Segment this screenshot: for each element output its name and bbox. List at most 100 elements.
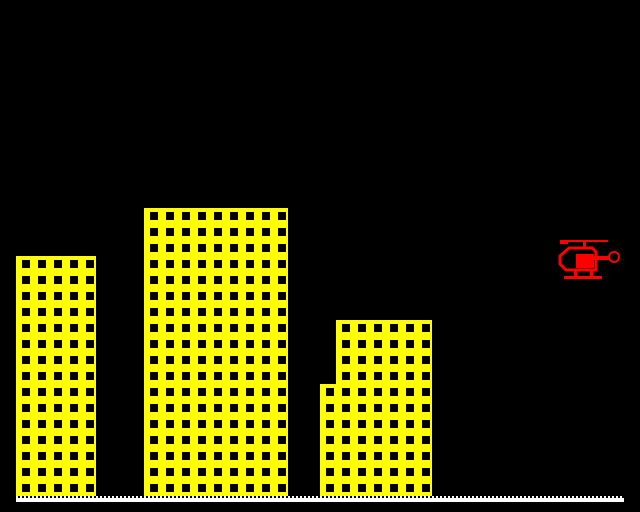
window [166, 228, 174, 236]
window [246, 276, 254, 284]
window [278, 292, 286, 300]
window [422, 388, 430, 396]
helicopter-skid [564, 276, 602, 279]
window [422, 436, 430, 444]
window [38, 436, 46, 444]
window [246, 260, 254, 268]
window [278, 212, 286, 220]
ground-notch [110, 496, 112, 498]
ground-notch [402, 496, 404, 498]
window [326, 404, 334, 412]
window [358, 324, 366, 332]
ground-notch [486, 496, 488, 498]
window [182, 404, 190, 412]
window [278, 276, 286, 284]
building-right-low-windows [326, 388, 334, 492]
ground-notch [174, 496, 176, 498]
ground-notch [154, 496, 156, 498]
window [182, 276, 190, 284]
building-right-low [320, 384, 336, 496]
ground-notch [518, 496, 520, 498]
window [214, 260, 222, 268]
ground-notch [502, 496, 504, 498]
ground-notch [614, 496, 616, 498]
window [262, 276, 270, 284]
ground-notch [262, 496, 264, 498]
window [166, 324, 174, 332]
window [246, 404, 254, 412]
window [22, 484, 30, 492]
window [38, 452, 46, 460]
window [262, 420, 270, 428]
window [406, 356, 414, 364]
ground-notch [370, 496, 372, 498]
ground-notch [26, 496, 28, 498]
window [342, 404, 350, 412]
window [262, 244, 270, 252]
window [262, 228, 270, 236]
window [166, 260, 174, 268]
window [406, 436, 414, 444]
ground-notch [22, 496, 24, 498]
window [374, 452, 382, 460]
window [230, 468, 238, 476]
ground-notch [326, 496, 328, 498]
ground-notch [534, 496, 536, 498]
window [342, 324, 350, 332]
window [390, 484, 398, 492]
window [198, 436, 206, 444]
window [262, 260, 270, 268]
window [422, 420, 430, 428]
helicopter-tail-rotor [608, 251, 620, 263]
window [422, 324, 430, 332]
ground-notch [106, 496, 108, 498]
window [70, 324, 78, 332]
ground-notch [510, 496, 512, 498]
window [150, 404, 158, 412]
building-left-windows [22, 260, 94, 492]
building-center [144, 208, 288, 496]
ground-notch [162, 496, 164, 498]
window [198, 452, 206, 460]
ground-notch [290, 496, 292, 498]
window [358, 340, 366, 348]
ground-notch [54, 496, 56, 498]
ground-notch [70, 496, 72, 498]
window [422, 468, 430, 476]
window [198, 324, 206, 332]
window [390, 324, 398, 332]
window [390, 388, 398, 396]
window [374, 324, 382, 332]
window [278, 324, 286, 332]
ground-notch [86, 496, 88, 498]
window [54, 356, 62, 364]
window [214, 276, 222, 284]
window [22, 276, 30, 284]
window [230, 484, 238, 492]
ground-notch [622, 496, 624, 498]
window [70, 308, 78, 316]
ground-notch [526, 496, 528, 498]
window [54, 388, 62, 396]
helicopter-rotor-tip [560, 242, 568, 244]
window [182, 420, 190, 428]
window [262, 356, 270, 364]
window [150, 340, 158, 348]
ground-notch [438, 496, 440, 498]
window [262, 324, 270, 332]
ground-notch [390, 496, 392, 498]
window [246, 324, 254, 332]
window [166, 212, 174, 220]
window [390, 372, 398, 380]
window [374, 404, 382, 412]
window [374, 340, 382, 348]
window [54, 436, 62, 444]
ground-notch [578, 496, 580, 498]
window [358, 388, 366, 396]
ground-notch [218, 496, 220, 498]
ground-notch [554, 496, 556, 498]
ground-notch [90, 496, 92, 498]
window [182, 452, 190, 460]
window [262, 308, 270, 316]
